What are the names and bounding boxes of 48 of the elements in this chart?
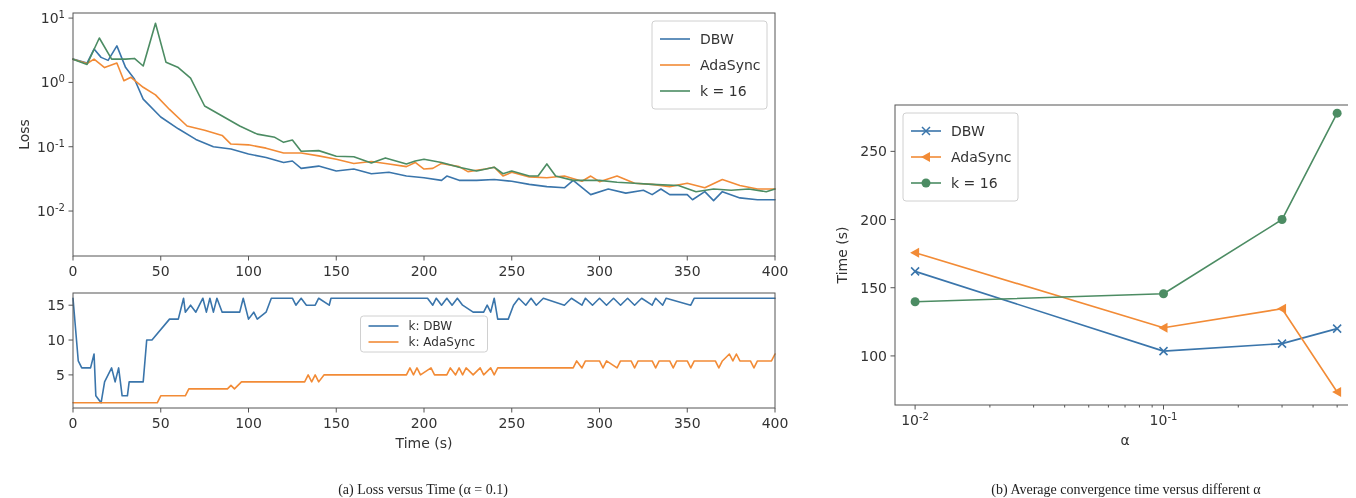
x-tick-label: 200 bbox=[410, 415, 438, 431]
x-tick-label: 250 bbox=[498, 415, 526, 431]
x-tick-label: 250 bbox=[498, 263, 526, 279]
legend-label: k = 16 bbox=[951, 175, 998, 192]
y-tick-label: 15 bbox=[47, 297, 65, 314]
y-tick-label: 10$^{-1}$ bbox=[37, 137, 65, 155]
x-tick-label: 100 bbox=[235, 263, 262, 279]
x-tick-label: 400 bbox=[761, 263, 789, 279]
line-series bbox=[72, 353, 776, 404]
y-tick-label: 5 bbox=[56, 366, 65, 383]
y-tick-label: 100 bbox=[860, 347, 887, 364]
y-tick-label: 200 bbox=[860, 211, 887, 228]
legend-label: k: DBW bbox=[408, 319, 453, 334]
legend-label: AdaSync bbox=[700, 57, 761, 74]
text: (a) Loss versus Time (α = 0.1) bbox=[338, 482, 509, 498]
x-tick-label: 300 bbox=[586, 415, 613, 431]
y-axis-title: Time (s) bbox=[834, 226, 850, 285]
legend-label: DBW bbox=[951, 123, 985, 140]
y-tick-label: 10$^{-2}$ bbox=[37, 201, 65, 220]
legend-label: AdaSync bbox=[951, 149, 1012, 166]
x-axis-title: Time (s) bbox=[394, 435, 453, 451]
text: (b) Average convergence time versus different α bbox=[991, 482, 1262, 498]
x-tick-label: 10$^{-1}$ bbox=[1149, 410, 1178, 428]
line-series bbox=[72, 22, 776, 193]
y-tick-label: 10$^{1}$ bbox=[40, 8, 65, 27]
y-axis-title: Loss bbox=[16, 119, 32, 150]
y-tick-label: 10$^{0}$ bbox=[40, 72, 65, 91]
x-tick-label: 350 bbox=[673, 415, 701, 431]
x-tick-label: 10$^{-2}$ bbox=[901, 410, 930, 428]
x-tick-label: 100 bbox=[235, 415, 262, 431]
line-series bbox=[72, 297, 776, 404]
x-tick-label: 150 bbox=[322, 263, 350, 279]
y-tick-label: 10 bbox=[47, 332, 65, 349]
x-tick-label: 0 bbox=[68, 415, 78, 431]
x-tick-label: 50 bbox=[151, 415, 170, 431]
legend-label: DBW bbox=[700, 31, 734, 48]
x-tick-label: 350 bbox=[673, 263, 701, 279]
x-tick-label: 0 bbox=[68, 263, 78, 279]
x-tick-label: 50 bbox=[151, 263, 170, 279]
x-tick-label: 200 bbox=[410, 263, 438, 279]
y-tick-label: 150 bbox=[860, 279, 887, 296]
x-tick-label: 150 bbox=[322, 415, 350, 431]
legend-label: k = 16 bbox=[700, 83, 747, 100]
x-tick-label: 400 bbox=[761, 415, 789, 431]
legend-label: k: AdaSync bbox=[408, 335, 476, 350]
x-tick-label: 300 bbox=[586, 263, 613, 279]
y-tick-label: 250 bbox=[860, 143, 887, 160]
x-axis-title: α bbox=[1120, 432, 1130, 448]
